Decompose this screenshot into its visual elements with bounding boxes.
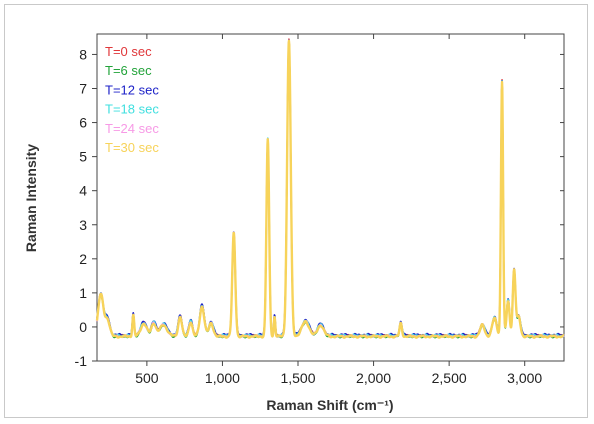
series-lines	[95, 38, 565, 339]
legend-entry: T=0 sec	[105, 44, 152, 59]
y-tick-label: 0	[79, 319, 87, 335]
series-line	[95, 39, 565, 339]
y-axis: -1 0 1 2 3 4 5 6 7 8	[75, 46, 564, 369]
series-line	[96, 39, 565, 339]
legend-entry: T=6 sec	[105, 63, 152, 78]
y-tick-label: 5	[79, 149, 87, 165]
legend-entry: T=18 sec	[105, 102, 159, 117]
y-tick-label: 4	[79, 183, 87, 199]
legend-entry: T=30 sec	[105, 140, 159, 155]
series-line	[96, 39, 565, 337]
y-tick-label: 1	[79, 285, 87, 301]
chart-frame	[4, 4, 588, 418]
legend-entry: T=24 sec	[105, 121, 159, 136]
x-tick-label: 2,000	[356, 370, 391, 386]
y-tick-label: -1	[75, 353, 88, 369]
legend-entry: T=12 sec	[105, 82, 159, 97]
y-axis-title: Raman Intensity	[23, 144, 39, 252]
x-tick-label: 2,500	[432, 370, 467, 386]
series-line	[96, 38, 565, 338]
y-tick-label: 6	[79, 115, 87, 131]
y-tick-label: 7	[79, 81, 87, 97]
plot-area	[96, 33, 565, 362]
x-tick-label: 500	[135, 370, 159, 386]
series-line	[96, 39, 565, 338]
series-line	[96, 39, 565, 339]
x-tick-label: 1,000	[205, 370, 240, 386]
legend: T=0 sec T=6 sec T=12 sec T=18 sec T=24 sec T=…	[105, 44, 159, 155]
y-tick-label: 8	[79, 46, 87, 62]
x-axis: 500 1,000 1,500 2,000 2,500 3,000	[135, 34, 542, 386]
y-tick-label: 3	[79, 217, 87, 233]
x-axis-title: Raman Shift (cm⁻¹)	[266, 397, 393, 413]
x-tick-label: 1,500	[280, 370, 315, 386]
y-tick-label: 2	[79, 251, 87, 267]
x-tick-label: 3,000	[507, 370, 542, 386]
